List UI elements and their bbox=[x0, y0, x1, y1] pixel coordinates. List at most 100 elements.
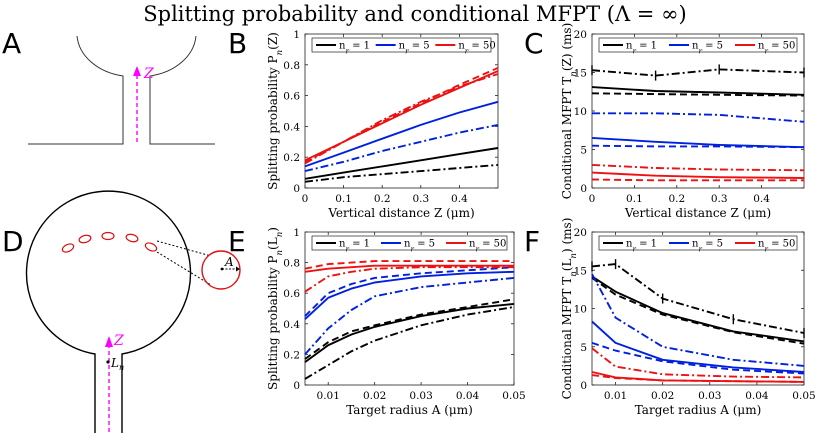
series-line-nr50-dashed bbox=[591, 374, 805, 383]
x-tick-label: 0.03 bbox=[409, 390, 432, 402]
x-tick-label: 0 bbox=[589, 193, 596, 205]
y-tick-label: 0.8 bbox=[283, 258, 300, 270]
chart-f: 0.01 0.02 0.03 0.04 0.05 0 5 10 15 20 Target radiu… bbox=[560, 218, 816, 417]
legend-box bbox=[598, 37, 798, 53]
x-tick-label: 0.2 bbox=[668, 193, 685, 205]
legend-entry: nr = 5 bbox=[692, 41, 723, 56]
series-line-nr50-solid bbox=[591, 171, 805, 179]
y-tick-label: 0.6 bbox=[283, 288, 300, 300]
legend-entry: nr = 5 bbox=[404, 239, 435, 254]
series-line-nr50-dashed bbox=[591, 178, 804, 182]
series-line-nr1-solid bbox=[591, 275, 805, 343]
zoom-line-2 bbox=[156, 251, 212, 286]
y-tick-label: 0 bbox=[580, 380, 587, 392]
target-ellipse-1 bbox=[61, 243, 75, 253]
legend-entry: nr = 50 bbox=[758, 41, 795, 56]
z-axis-label-d: Z bbox=[113, 333, 124, 349]
series-line-nr50-solid bbox=[304, 264, 514, 273]
series-line-nr50-dashdot bbox=[591, 163, 805, 172]
schematic-d: A Z Ln bbox=[25, 190, 241, 433]
y-tick-label: 0.6 bbox=[283, 91, 300, 103]
y-axis-label: Conditional MFPT Tn(Z) (ms) bbox=[560, 23, 579, 200]
panel-label-e: E bbox=[228, 225, 246, 258]
legend-entry: nr = 5 bbox=[399, 41, 430, 56]
y-tick-label: 20 bbox=[574, 29, 587, 41]
ln-dot bbox=[106, 360, 110, 364]
series-line-nr50-dashdot bbox=[304, 73, 499, 165]
series-line-nr50-dashdot bbox=[591, 347, 805, 379]
series-line-nr5-solid bbox=[591, 136, 805, 149]
axes-box bbox=[304, 33, 499, 189]
legend-entry: nr = 1 bbox=[339, 239, 370, 254]
legend-box bbox=[311, 235, 508, 251]
series-line-nr1-dashdot bbox=[304, 163, 499, 183]
series-line-nr1-solid bbox=[591, 86, 805, 96]
x-tick-label: 0.05 bbox=[502, 390, 525, 402]
y-tick-label: 5 bbox=[580, 342, 587, 354]
series-line-nr5-solid bbox=[304, 100, 499, 168]
series-line-nr5-dashed bbox=[591, 341, 805, 375]
x-tick-label: 0.04 bbox=[745, 390, 769, 402]
x-axis-label: Vertical distance Z (μm) bbox=[327, 206, 474, 220]
legend-entry: nr = 1 bbox=[626, 41, 657, 56]
panel-label-b: B bbox=[228, 27, 247, 60]
series-line-nr1-dashdot bbox=[304, 306, 515, 380]
x-tick-label: 0.02 bbox=[363, 390, 386, 402]
series-line-nr1-dashed bbox=[304, 298, 515, 360]
y-axis-label: Splitting probability Pn(Ln) bbox=[266, 227, 285, 390]
panel-label-a: A bbox=[2, 27, 21, 60]
z-arrow-icon bbox=[133, 66, 141, 76]
target-ellipse-4 bbox=[125, 233, 139, 243]
y-tick-label: 15 bbox=[574, 265, 587, 277]
series-line-nr5-dashdot bbox=[592, 112, 805, 123]
series-line-nr5-dashdot bbox=[304, 276, 515, 356]
y-tick-label: 15 bbox=[574, 68, 587, 80]
target-ellipse-3 bbox=[101, 231, 115, 241]
y-tick-label: 0.4 bbox=[283, 319, 300, 331]
y-tick-label: 0 bbox=[293, 380, 300, 392]
legend-entry: nr = 50 bbox=[469, 239, 506, 254]
legend-box bbox=[598, 235, 798, 251]
x-tick-label: 0.1 bbox=[335, 193, 352, 205]
series-line-nr1-dashdot bbox=[591, 68, 805, 77]
x-tick-label: 0 bbox=[302, 193, 309, 205]
y-tick-label: 0.8 bbox=[283, 60, 300, 72]
target-zoom-circle bbox=[201, 250, 241, 290]
series-line-nr5-dashdot bbox=[304, 123, 499, 173]
chart-b: 0 0.1 0.2 0.3 0.4 0 0.2 0.4 0.6 0.8 1 Vertical dist… bbox=[266, 29, 499, 220]
y-tick-label: 0 bbox=[293, 183, 300, 195]
x-axis-label: Vertical distance Z (μm) bbox=[624, 206, 771, 220]
y-axis-label: Conditional MFPT Tn(Ln) (ms) bbox=[560, 218, 579, 400]
series-line-nr5-dashed bbox=[304, 266, 515, 317]
x-tick-label: 0.3 bbox=[711, 193, 728, 205]
y-tick-label: 0.4 bbox=[283, 121, 300, 133]
y-tick-label: 0.2 bbox=[283, 349, 300, 361]
series-line-nr1-solid bbox=[304, 302, 515, 363]
series-line-nr50-dashed bbox=[304, 260, 514, 270]
x-tick-label: 0.05 bbox=[792, 390, 815, 402]
chart-c: 0 0.1 0.2 0.3 0.4 0 5 10 15 20 Vertical distance Z… bbox=[560, 23, 805, 220]
x-axis-label: Target radius A (μm) bbox=[635, 403, 762, 417]
x-tick-label: 0.02 bbox=[651, 390, 674, 402]
radius-label: A bbox=[224, 255, 234, 269]
x-tick-label: 0.4 bbox=[451, 193, 468, 205]
series-line-nr1-dashed bbox=[591, 92, 805, 97]
x-tick-label: 0.03 bbox=[698, 390, 721, 402]
y-tick-label: 20 bbox=[574, 227, 587, 239]
x-tick-label: 0.01 bbox=[604, 390, 627, 402]
y-tick-label: 10 bbox=[574, 106, 587, 118]
target-ellipse-2 bbox=[78, 234, 92, 244]
y-tick-label: 10 bbox=[574, 304, 587, 316]
x-tick-label: 0.4 bbox=[753, 193, 770, 205]
radius-arrow-icon bbox=[236, 266, 240, 272]
x-tick-label: 0.2 bbox=[374, 193, 391, 205]
schematic-a: Z bbox=[28, 35, 215, 145]
legend-entry: nr = 50 bbox=[758, 239, 795, 254]
series-line-nr1-solid bbox=[304, 147, 499, 180]
x-tick-label: 0.3 bbox=[412, 193, 429, 205]
series-line-nr50-dashdot bbox=[304, 266, 514, 293]
legend-entry: nr = 50 bbox=[458, 41, 495, 56]
panel-label-c: C bbox=[524, 27, 544, 60]
chart-panels: 0 0.1 0.2 0.3 0.4 0 0.2 0.4 0.6 0.8 1 Vertical dist… bbox=[266, 23, 816, 417]
